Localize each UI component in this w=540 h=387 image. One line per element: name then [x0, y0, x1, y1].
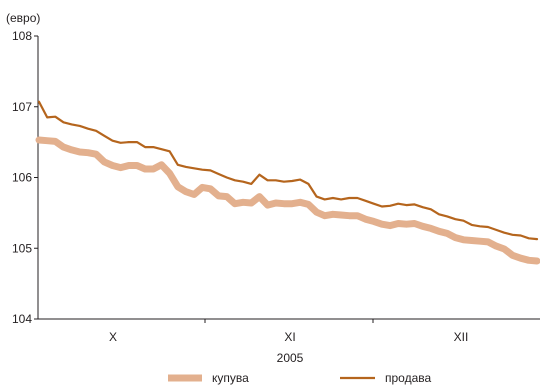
x-axis-group-labels: X XI XII: [109, 319, 468, 344]
x-axis-label: 2005: [277, 351, 304, 365]
series-line-buy: [35, 136, 540, 265]
y-tick-label: 106: [12, 171, 32, 185]
legend-label: продава: [385, 371, 431, 385]
legend-label: купува: [212, 371, 249, 385]
y-tick-label: 108: [12, 29, 32, 43]
x-group-label: X: [109, 330, 117, 344]
series-line-sell: [37, 100, 539, 241]
axes: [37, 36, 540, 320]
series-lines: [35, 100, 540, 265]
x-group-label: XI: [284, 330, 295, 344]
legend: купува продава: [168, 371, 431, 385]
y-tick-label: 104: [12, 312, 32, 326]
y-unit-label: (евро): [6, 11, 40, 25]
y-tick-label: 105: [12, 241, 32, 255]
y-axis-ticks: 104 105 106 107 108: [12, 29, 38, 326]
y-tick-label: 107: [12, 100, 32, 114]
x-group-label: XII: [454, 330, 469, 344]
